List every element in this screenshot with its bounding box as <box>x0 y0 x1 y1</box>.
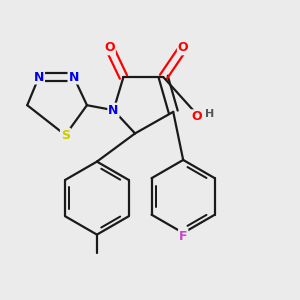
Text: O: O <box>104 41 115 54</box>
Text: H: H <box>205 109 214 119</box>
Text: N: N <box>108 104 119 117</box>
Text: O: O <box>178 41 188 54</box>
Text: F: F <box>179 230 188 243</box>
Text: O: O <box>191 110 202 123</box>
Text: N: N <box>34 70 44 83</box>
Text: N: N <box>68 70 79 83</box>
Text: S: S <box>61 129 70 142</box>
